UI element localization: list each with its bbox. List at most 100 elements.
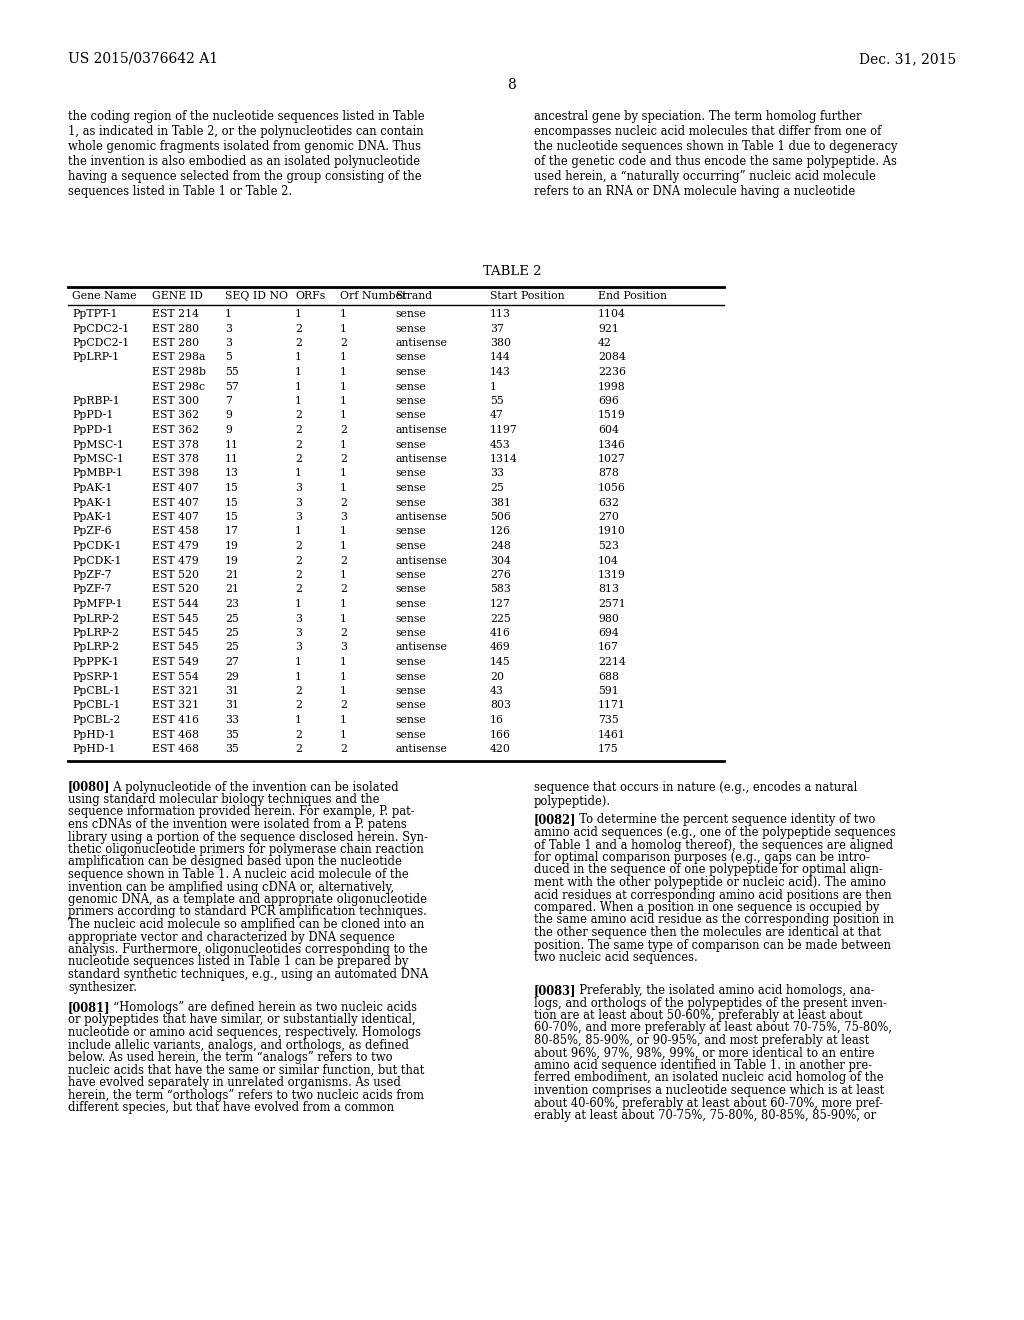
Text: 1910: 1910 — [598, 527, 626, 536]
Text: EST 458: EST 458 — [152, 527, 199, 536]
Text: 2: 2 — [340, 498, 347, 507]
Text: 2: 2 — [295, 454, 302, 465]
Text: 1: 1 — [340, 686, 347, 696]
Text: [0082]: [0082] — [534, 813, 577, 826]
Text: 2: 2 — [295, 570, 302, 579]
Text: different species, but that have evolved from a common: different species, but that have evolved… — [68, 1101, 394, 1114]
Text: logs, and orthologs of the polypeptides of the present inven-: logs, and orthologs of the polypeptides … — [534, 997, 887, 1010]
Text: sense: sense — [395, 686, 426, 696]
Text: 3: 3 — [295, 614, 302, 623]
Text: 1: 1 — [295, 309, 302, 319]
Text: 21: 21 — [225, 570, 239, 579]
Text: 1: 1 — [340, 672, 347, 681]
Text: sequence shown in Table 1. A nucleic acid molecule of the: sequence shown in Table 1. A nucleic aci… — [68, 869, 409, 880]
Text: invention can be amplified using cDNA or, alternatively,: invention can be amplified using cDNA or… — [68, 880, 394, 894]
Text: 523: 523 — [598, 541, 618, 550]
Text: 104: 104 — [598, 556, 618, 565]
Text: sense: sense — [395, 614, 426, 623]
Text: 2: 2 — [340, 628, 347, 638]
Text: [0083]: [0083] — [534, 983, 577, 997]
Text: synthesizer.: synthesizer. — [68, 981, 137, 994]
Text: 1: 1 — [340, 352, 347, 363]
Text: sense: sense — [395, 411, 426, 421]
Text: PpCBL-2: PpCBL-2 — [72, 715, 121, 725]
Text: 2571: 2571 — [598, 599, 626, 609]
Text: 2084: 2084 — [598, 352, 626, 363]
Text: EST 300: EST 300 — [152, 396, 199, 407]
Text: ancestral gene by speciation. The term homolog further
encompasses nucleic acid : ancestral gene by speciation. The term h… — [534, 110, 897, 198]
Text: antisense: antisense — [395, 744, 446, 754]
Text: ORFs: ORFs — [295, 290, 326, 301]
Text: about 40-60%, preferably at least about 60-70%, more pref-: about 40-60%, preferably at least about … — [534, 1097, 883, 1110]
Text: 735: 735 — [598, 715, 618, 725]
Text: 2: 2 — [295, 701, 302, 710]
Text: 3: 3 — [295, 643, 302, 652]
Text: 304: 304 — [490, 556, 511, 565]
Text: PpHD-1: PpHD-1 — [72, 744, 116, 754]
Text: compared. When a position in one sequence is occupied by: compared. When a position in one sequenc… — [534, 902, 880, 913]
Text: EST 280: EST 280 — [152, 323, 199, 334]
Text: 55: 55 — [490, 396, 504, 407]
Text: 1056: 1056 — [598, 483, 626, 492]
Text: 144: 144 — [490, 352, 511, 363]
Text: 9: 9 — [225, 425, 231, 436]
Text: analysis. Furthermore, oligonucleotides corresponding to the: analysis. Furthermore, oligonucleotides … — [68, 942, 428, 956]
Text: PpZF-7: PpZF-7 — [72, 570, 112, 579]
Text: EST 520: EST 520 — [152, 570, 199, 579]
Text: EST 298b: EST 298b — [152, 367, 206, 378]
Text: below. As used herein, the term “analogs” refers to two: below. As used herein, the term “analogs… — [68, 1051, 392, 1064]
Text: 31: 31 — [225, 701, 239, 710]
Text: position. The same type of comparison can be made between: position. The same type of comparison ca… — [534, 939, 891, 952]
Text: 166: 166 — [490, 730, 511, 739]
Text: 1197: 1197 — [490, 425, 518, 436]
Text: antisense: antisense — [395, 512, 446, 521]
Text: 167: 167 — [598, 643, 618, 652]
Text: 42: 42 — [598, 338, 612, 348]
Text: 29: 29 — [225, 672, 239, 681]
Text: EST 214: EST 214 — [152, 309, 199, 319]
Text: Dec. 31, 2015: Dec. 31, 2015 — [859, 51, 956, 66]
Text: EST 378: EST 378 — [152, 454, 199, 465]
Text: PpAK-1: PpAK-1 — [72, 512, 113, 521]
Text: 3: 3 — [340, 512, 347, 521]
Text: duced in the sequence of one polypeptide for optimal align-: duced in the sequence of one polypeptide… — [534, 863, 883, 876]
Text: 11: 11 — [225, 454, 239, 465]
Text: 1: 1 — [340, 570, 347, 579]
Text: 25: 25 — [225, 643, 239, 652]
Text: 1: 1 — [340, 367, 347, 378]
Text: 420: 420 — [490, 744, 511, 754]
Text: 416: 416 — [490, 628, 511, 638]
Text: 813: 813 — [598, 585, 618, 594]
Text: PpCDC2-1: PpCDC2-1 — [72, 338, 129, 348]
Text: 2: 2 — [340, 425, 347, 436]
Text: End Position: End Position — [598, 290, 667, 301]
Text: 1: 1 — [340, 396, 347, 407]
Text: 1: 1 — [340, 599, 347, 609]
Text: 31: 31 — [225, 686, 239, 696]
Text: EST 416: EST 416 — [152, 715, 199, 725]
Text: acid residues at corresponding amino acid positions are then: acid residues at corresponding amino aci… — [534, 888, 892, 902]
Text: 20: 20 — [490, 672, 504, 681]
Text: EST 468: EST 468 — [152, 744, 199, 754]
Text: 1: 1 — [340, 309, 347, 319]
Text: PpLRP-2: PpLRP-2 — [72, 614, 119, 623]
Text: Orf Number: Orf Number — [340, 290, 408, 301]
Text: PpRBP-1: PpRBP-1 — [72, 396, 120, 407]
Text: sense: sense — [395, 367, 426, 378]
Text: 583: 583 — [490, 585, 511, 594]
Text: 80-85%, 85-90%, or 90-95%, and most preferably at least: 80-85%, 85-90%, or 90-95%, and most pref… — [534, 1034, 869, 1047]
Text: PpCDK-1: PpCDK-1 — [72, 541, 122, 550]
Text: include allelic variants, analogs, and orthologs, as defined: include allelic variants, analogs, and o… — [68, 1039, 409, 1052]
Text: 225: 225 — [490, 614, 511, 623]
Text: EST 321: EST 321 — [152, 686, 199, 696]
Text: 1: 1 — [295, 396, 302, 407]
Text: 55: 55 — [225, 367, 239, 378]
Text: 3: 3 — [295, 512, 302, 521]
Text: PpCBL-1: PpCBL-1 — [72, 686, 121, 696]
Text: 921: 921 — [598, 323, 618, 334]
Text: 2236: 2236 — [598, 367, 626, 378]
Text: 23: 23 — [225, 599, 239, 609]
Text: 696: 696 — [598, 396, 618, 407]
Text: invention comprises a nucleotide sequence which is at least: invention comprises a nucleotide sequenc… — [534, 1084, 885, 1097]
Text: antisense: antisense — [395, 425, 446, 436]
